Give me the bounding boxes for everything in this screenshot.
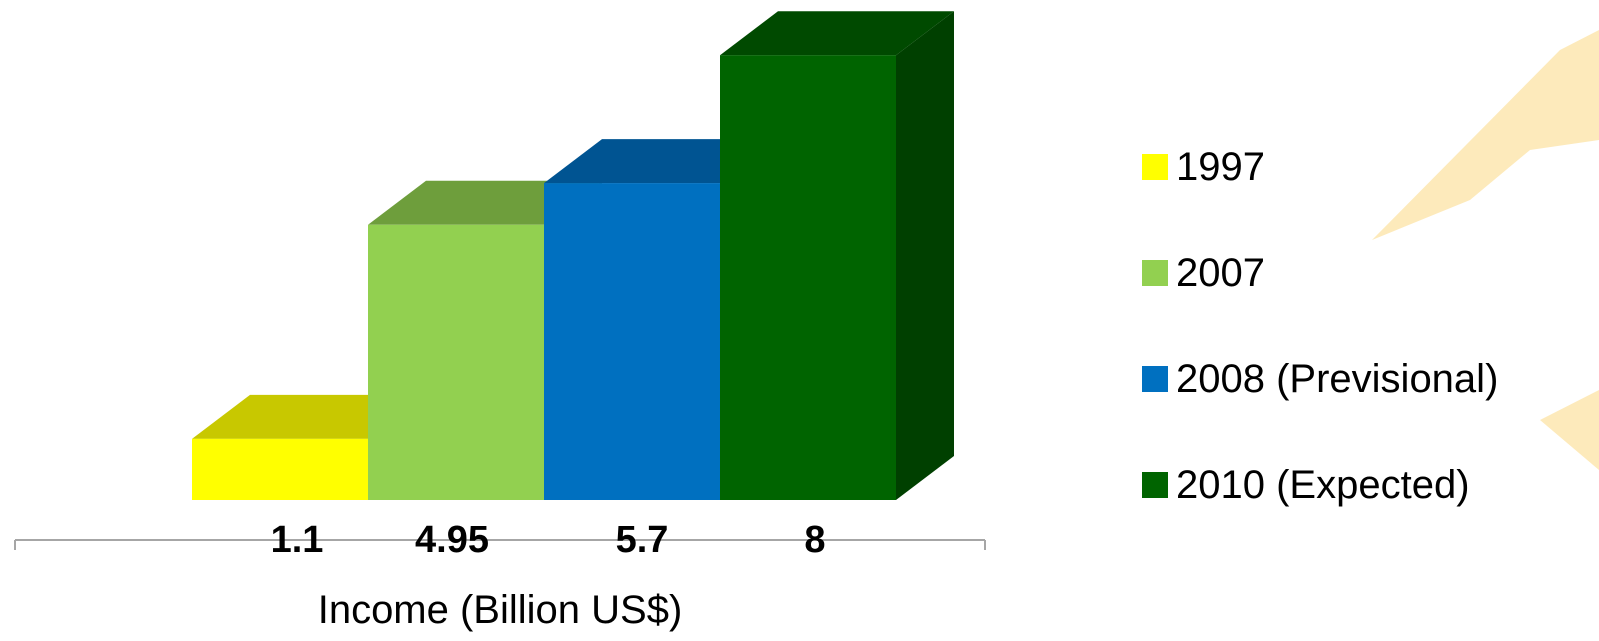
legend: 1997 2007 2008 (Previsional) 2010 (Expec… xyxy=(1142,142,1582,566)
legend-item-2010: 2010 (Expected) xyxy=(1142,460,1582,510)
legend-swatch-2008 xyxy=(1142,366,1168,392)
bar-front-2008 xyxy=(544,183,720,500)
bar-front-2007 xyxy=(368,224,544,500)
data-labels: 1.1 4.95 5.7 8 xyxy=(271,519,826,561)
bar-side-2010 xyxy=(896,11,954,500)
data-label-1997: 1.1 xyxy=(271,519,324,561)
bars-group xyxy=(192,11,954,500)
legend-swatch-2007 xyxy=(1142,260,1168,286)
legend-label-2008: 2008 (Previsional) xyxy=(1176,357,1499,401)
legend-item-1997: 1997 xyxy=(1142,142,1582,192)
airplane-watermark xyxy=(1372,30,1599,470)
data-label-2007: 4.95 xyxy=(415,519,489,561)
bar-top-2008 xyxy=(544,139,778,184)
legend-label-2007: 2007 xyxy=(1176,251,1265,295)
bar-2010 xyxy=(720,11,954,500)
legend-swatch-2010 xyxy=(1142,472,1168,498)
bar-front-1997 xyxy=(192,438,368,500)
data-label-2008: 5.7 xyxy=(616,519,669,561)
legend-item-2007: 2007 xyxy=(1142,248,1582,298)
legend-label-2010: 2010 (Expected) xyxy=(1176,463,1470,507)
legend-item-2008: 2008 (Previsional) xyxy=(1142,354,1582,404)
x-axis-title: Income (Billion US$) xyxy=(318,588,683,632)
bar-front-2010 xyxy=(720,55,896,500)
bar-top-2007 xyxy=(368,180,602,225)
x-axis xyxy=(14,539,986,550)
data-label-2010: 8 xyxy=(804,519,825,561)
bar-top-2010 xyxy=(720,11,954,56)
legend-label-1997: 1997 xyxy=(1176,145,1265,189)
bar-top-1997 xyxy=(192,394,426,439)
legend-swatch-1997 xyxy=(1142,154,1168,180)
